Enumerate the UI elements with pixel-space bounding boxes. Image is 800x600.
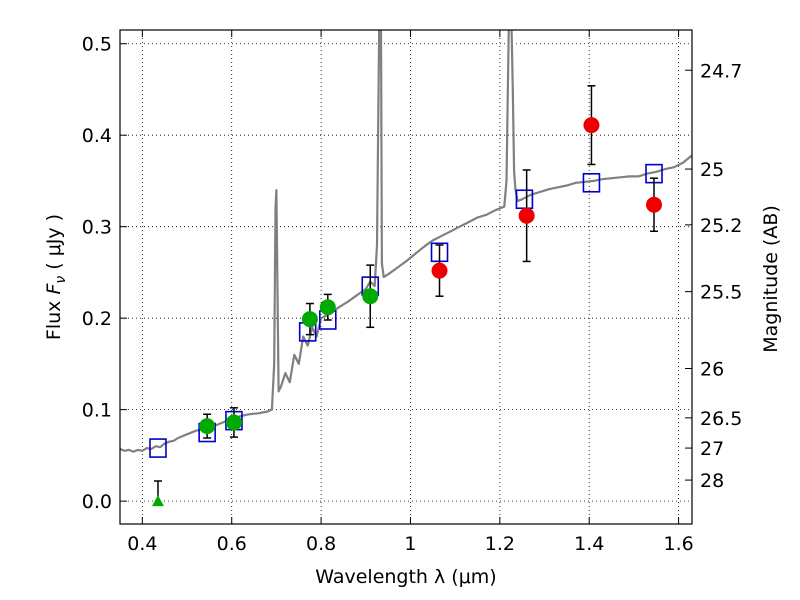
x-tick-label: 0.8 [306, 533, 336, 555]
y-axis-label-prefix: Flux [43, 295, 65, 341]
plot-frame [119, 29, 693, 525]
data-point [199, 418, 216, 435]
y2-tick-label: 24.7 [700, 60, 742, 82]
x-tick-label: 1.2 [485, 533, 515, 555]
y-tick-label: 0.1 [82, 400, 112, 422]
data-point [225, 414, 242, 431]
y-axis-label-var: F [43, 283, 65, 295]
y-tick-label: 0.3 [82, 217, 112, 239]
ticks: 0.4 0.6 0.8 1 1.2 1.4 1.6 0.0 0.1 0.2 0.3 0.4 0.5 24.… [82, 30, 742, 555]
y-tick-label: 0.4 [82, 125, 112, 147]
x-tick-label: 0.6 [217, 533, 247, 555]
y-axis-label-unit: ( μJy ) [43, 214, 65, 276]
x-tick-label: 0.4 [127, 533, 157, 555]
y2-tick-label: 25.5 [700, 282, 742, 304]
data-point [319, 299, 336, 316]
y2-tick-label: 28 [700, 470, 724, 492]
y2-tick-label: 27 [700, 438, 724, 460]
grid [120, 30, 692, 524]
y-tick-label: 0.2 [82, 308, 112, 330]
y2-tick-label: 26.5 [700, 408, 742, 430]
data-point [646, 196, 663, 213]
y-tick-label: 0.5 [82, 34, 112, 56]
data-point [301, 311, 318, 328]
spectrum-layer [120, 30, 692, 453]
model-point [149, 438, 167, 458]
data-point [583, 117, 600, 134]
model-point [582, 172, 601, 193]
y2-tick-label: 25 [700, 159, 724, 181]
upper-limit-point [151, 495, 164, 507]
y-tick-label: 0.0 [82, 491, 112, 513]
x-tick-label: 1.4 [574, 533, 604, 555]
x-tick-label: 1 [404, 533, 416, 555]
data-point [518, 207, 535, 224]
spectrum-line [120, 30, 692, 453]
y2-tick-label: 26 [700, 358, 724, 380]
data-point [362, 288, 379, 305]
y-axis-label-sub: ν [53, 276, 69, 284]
y2-axis-label: Magnitude (AB) [760, 205, 782, 353]
x-axis-label: Wavelength λ (μm) [315, 566, 496, 588]
y-axis-label: Flux Fν ( μJy ) [43, 214, 69, 340]
y2-tick-label: 25.2 [700, 215, 742, 237]
data-point [431, 262, 448, 279]
markers-layer [149, 85, 663, 507]
x-tick-label: 1.6 [663, 533, 693, 555]
